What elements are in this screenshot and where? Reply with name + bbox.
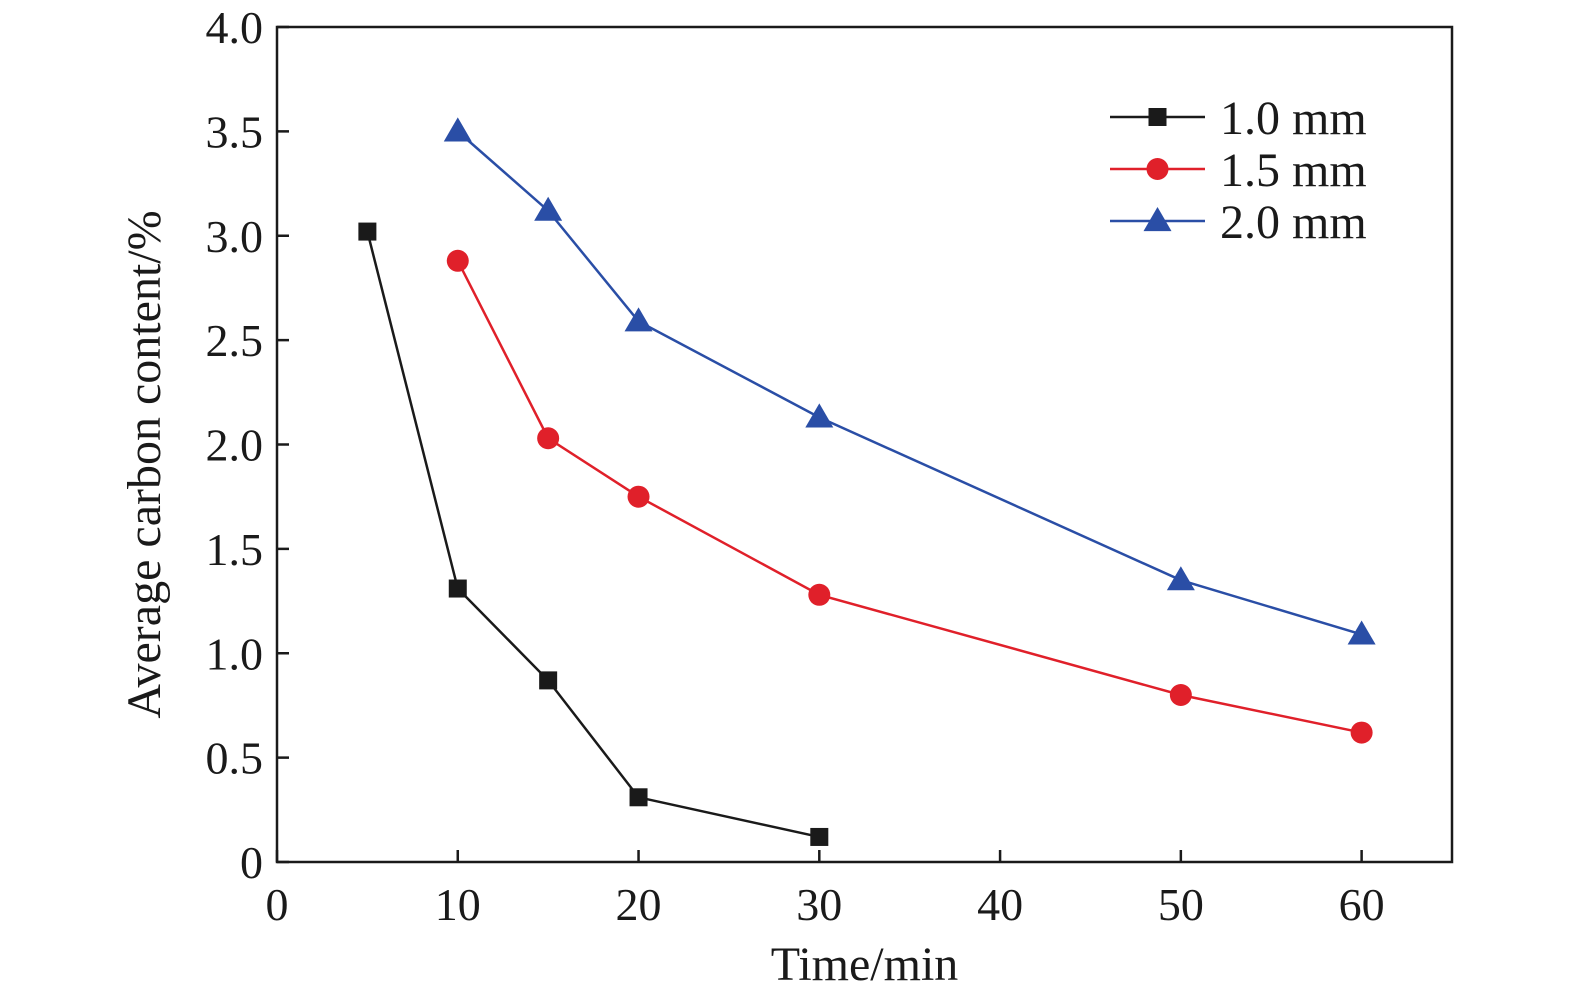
y-tick-label: 2.5 bbox=[206, 315, 264, 366]
x-tick-label: 0 bbox=[266, 879, 289, 930]
y-tick-label: 2.0 bbox=[206, 420, 264, 471]
x-tick-label: 30 bbox=[796, 879, 842, 930]
data-point bbox=[443, 117, 472, 142]
legend: 1.0 mm1.5 mm2.0 mm bbox=[1110, 92, 1367, 249]
series-line bbox=[456, 260, 1362, 734]
data-point bbox=[624, 307, 653, 332]
data-point bbox=[537, 427, 560, 450]
legend-marker bbox=[1148, 108, 1167, 126]
data-point bbox=[1347, 620, 1376, 645]
y-tick-label: 3.5 bbox=[206, 106, 264, 157]
y-tick-label: 3.0 bbox=[206, 211, 264, 262]
series-2 bbox=[446, 249, 1373, 744]
legend-marker bbox=[1143, 207, 1172, 232]
series-1 bbox=[358, 222, 829, 846]
data-point bbox=[1350, 721, 1373, 744]
y-tick-label: 4.0 bbox=[206, 2, 264, 53]
data-point bbox=[627, 485, 650, 508]
y-tick-label: 1.5 bbox=[206, 524, 264, 575]
data-point bbox=[539, 671, 558, 690]
series-layer bbox=[358, 117, 1376, 846]
plot-frame bbox=[275, 25, 1454, 864]
data-point bbox=[1169, 684, 1192, 706]
data-point bbox=[534, 196, 563, 221]
legend-label: 2.0 mm bbox=[1220, 196, 1367, 249]
y-tick-label: 1.0 bbox=[206, 628, 264, 679]
series-line bbox=[366, 231, 820, 839]
data-point bbox=[810, 827, 829, 846]
legend-entry: 1.0 mm bbox=[1110, 92, 1367, 145]
x-tick-label: 20 bbox=[616, 879, 662, 930]
x-tick-label: 60 bbox=[1339, 879, 1385, 930]
y-tick-label: 0 bbox=[240, 837, 263, 888]
data-point bbox=[808, 583, 831, 606]
legend-label: 1.0 mm bbox=[1220, 92, 1367, 145]
data-point bbox=[629, 788, 648, 807]
legend-entry: 2.0 mm bbox=[1110, 196, 1367, 249]
legend-marker bbox=[1146, 158, 1169, 180]
series-line bbox=[456, 130, 1362, 636]
x-tick-label: 40 bbox=[977, 879, 1023, 930]
data-point bbox=[1166, 566, 1195, 591]
x-axis-label: Time/min bbox=[771, 938, 959, 991]
x-tick-label: 10 bbox=[435, 879, 481, 930]
y-axis-label: Average carbon content/% bbox=[118, 210, 171, 718]
data-point bbox=[358, 222, 377, 241]
data-point bbox=[446, 249, 469, 272]
data-point bbox=[448, 579, 467, 598]
legend-entry: 1.5 mm bbox=[1110, 144, 1367, 197]
y-tick-label: 0.5 bbox=[206, 733, 264, 784]
series-3 bbox=[443, 117, 1376, 645]
x-tick-label: 50 bbox=[1158, 879, 1204, 930]
legend-label: 1.5 mm bbox=[1220, 144, 1367, 197]
data-point bbox=[805, 403, 834, 428]
ticks-layer: 0 10 20 30 40 50 60 0 0.5 1.0 1.5 2.0 2.5 3.0 3.5 4.0 bbox=[206, 2, 1385, 930]
